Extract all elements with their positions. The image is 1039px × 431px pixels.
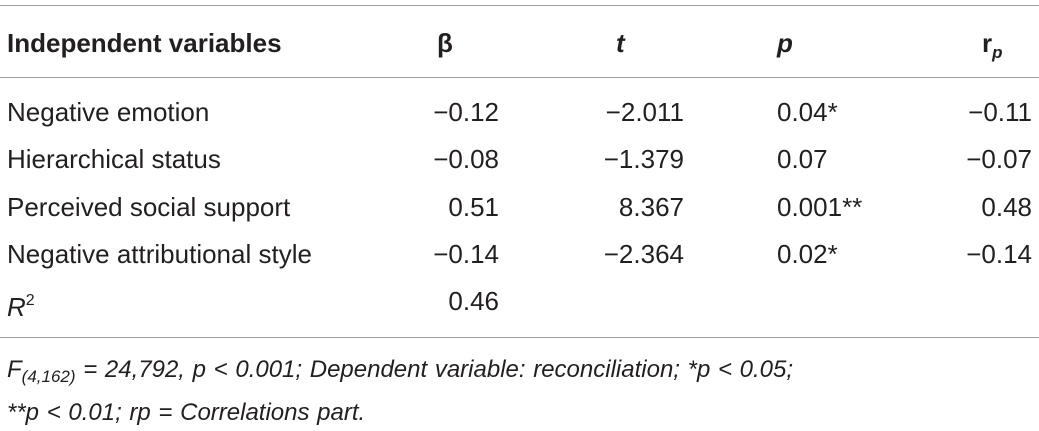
header-rp-main: r <box>982 28 993 58</box>
row-label: Perceived social support <box>7 192 291 222</box>
r-squared-value: 0.46 <box>448 286 499 316</box>
table-top-rule <box>0 5 1039 6</box>
header-rule <box>0 77 1039 78</box>
footnote-line1: = 24,792, p < 0.001; Dependent variable:… <box>75 356 794 383</box>
table-footnote: F(4,162) = 24,792, p < 0.001; Dependent … <box>7 352 1032 431</box>
row-label: Negative attributional style <box>7 239 312 269</box>
row-p: 0.001** <box>777 192 863 222</box>
row-t: −2.364 <box>603 239 684 269</box>
row-rp: −0.14 <box>966 239 1032 269</box>
r-squared-letter: R <box>7 292 26 322</box>
row-label: Hierarchical status <box>7 144 221 174</box>
header-rp: rp <box>982 28 1003 68</box>
header-independent-variables: Independent variables <box>7 28 282 58</box>
footnote-f-label: F <box>7 356 22 383</box>
header-p: p <box>777 28 793 58</box>
row-beta: 0.51 <box>448 192 499 222</box>
row-rp: 0.48 <box>981 192 1032 222</box>
row-p: 0.02* <box>777 239 838 269</box>
row-label: Negative emotion <box>7 97 210 127</box>
table-bottom-rule <box>0 337 1039 338</box>
row-rp: −0.11 <box>968 97 1032 127</box>
row-p: 0.04* <box>777 97 838 127</box>
row-p: 0.07 <box>777 144 828 174</box>
header-t: t <box>616 28 625 58</box>
row-beta: −0.08 <box>433 144 499 174</box>
row-t: −2.011 <box>605 97 684 127</box>
footnote-f-degrees: (4,162) <box>21 367 76 386</box>
r-squared-exponent: 2 <box>25 292 35 309</box>
row-rp: −0.07 <box>966 144 1032 174</box>
row-t: −1.379 <box>603 144 684 174</box>
row-beta: −0.12 <box>433 97 499 127</box>
r-squared-label: R2 <box>7 286 35 322</box>
header-rp-subscript: p <box>992 43 1003 62</box>
row-beta: −0.14 <box>433 239 499 269</box>
row-t: 8.367 <box>618 192 684 222</box>
header-beta: β <box>437 28 453 58</box>
footnote-line2: **p < 0.01; rp = Correlations part. <box>7 399 366 426</box>
